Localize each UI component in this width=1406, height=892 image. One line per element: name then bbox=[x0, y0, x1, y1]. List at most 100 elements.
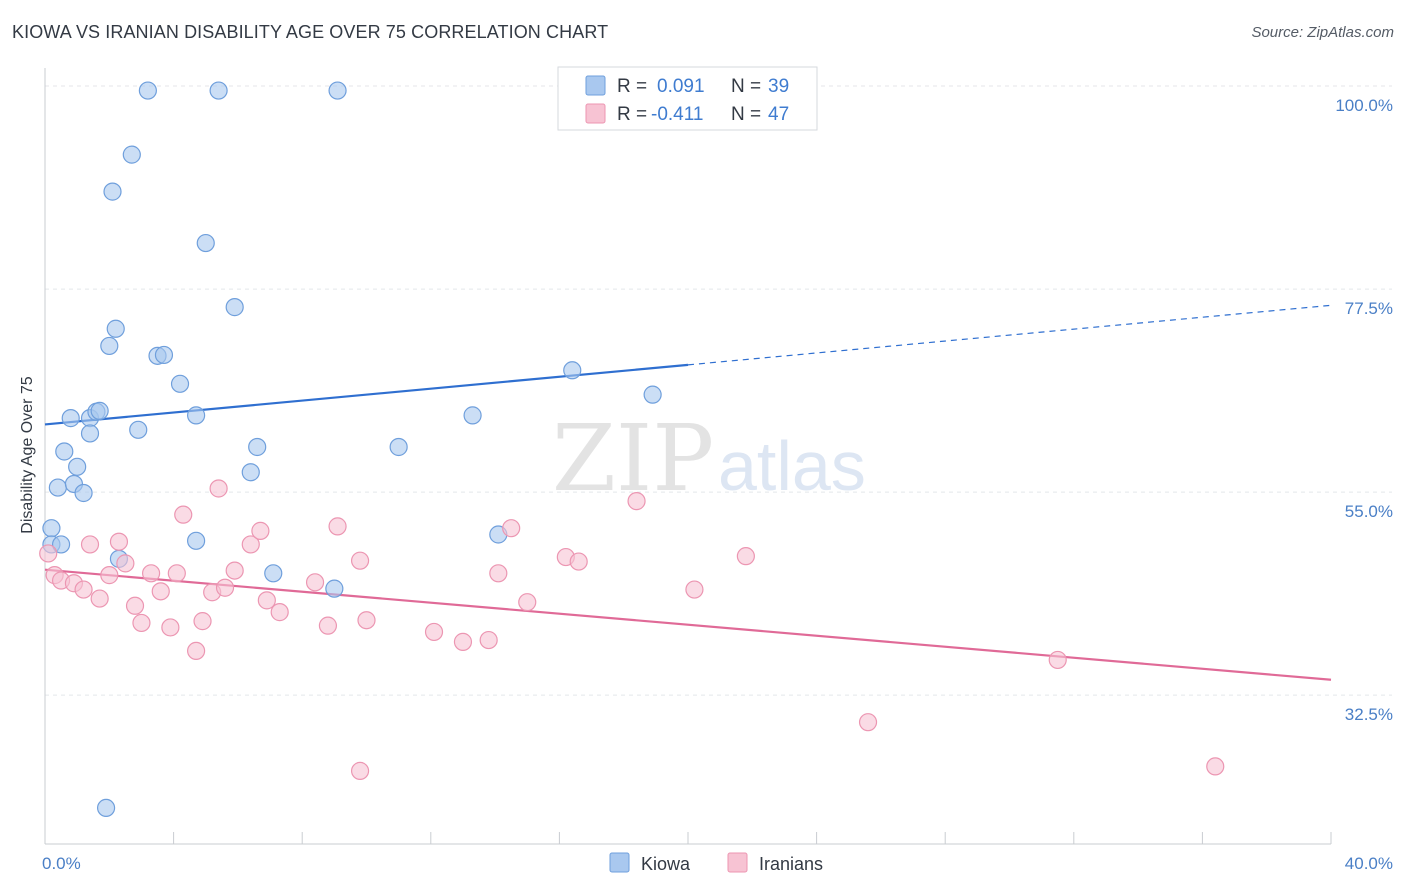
legend-r-label-kiowa: R = bbox=[617, 76, 647, 97]
legend-n-value-iranians: 47 bbox=[768, 104, 789, 125]
x-tick-label-min: 0.0% bbox=[42, 854, 81, 873]
data-point-kiowa bbox=[264, 564, 283, 583]
data-point-kiowa bbox=[187, 531, 206, 550]
series-legend-swatch-iranians bbox=[727, 852, 748, 873]
data-point-iranians bbox=[858, 713, 878, 732]
data-point-iranians bbox=[350, 761, 370, 781]
data-point-iranians bbox=[100, 566, 119, 585]
data-point-kiowa bbox=[129, 420, 148, 439]
data-point-iranians bbox=[328, 517, 347, 536]
legend-n-value-kiowa: 39 bbox=[768, 76, 789, 97]
data-point-iranians bbox=[357, 611, 376, 630]
data-point-kiowa bbox=[563, 361, 582, 380]
data-point-iranians bbox=[167, 564, 186, 583]
legend-r-value-iranians: -0.411 bbox=[651, 104, 703, 125]
data-point-kiowa bbox=[96, 798, 116, 818]
data-point-iranians bbox=[215, 578, 235, 597]
data-point-kiowa bbox=[328, 81, 347, 100]
data-point-kiowa bbox=[51, 535, 71, 554]
y-tick-label: 32.5% bbox=[1345, 705, 1393, 724]
y-tick-labels: 32.5% 55.0% 77.5% 100.0% bbox=[1335, 96, 1393, 724]
data-point-iranians bbox=[257, 591, 276, 610]
data-point-iranians bbox=[132, 613, 151, 633]
data-point-iranians bbox=[350, 551, 370, 570]
data-point-kiowa bbox=[463, 406, 482, 425]
data-point-kiowa bbox=[248, 437, 267, 457]
chart-title: KIOWA VS IRANIAN DISABILITY AGE OVER 75 … bbox=[12, 22, 609, 42]
data-point-iranians bbox=[502, 519, 521, 538]
watermark: ZIP atlas bbox=[552, 405, 866, 512]
data-point-iranians bbox=[318, 616, 338, 635]
legend-r-label-iranians: R = bbox=[617, 104, 647, 125]
data-point-iranians bbox=[270, 603, 289, 622]
series-legend: Kiowa Iranians bbox=[609, 852, 823, 874]
data-point-iranians bbox=[80, 535, 100, 554]
data-point-iranians bbox=[424, 622, 444, 642]
data-point-iranians bbox=[174, 505, 193, 524]
data-point-kiowa bbox=[209, 81, 228, 100]
gridlines bbox=[45, 85, 1392, 696]
data-point-kiowa bbox=[55, 442, 74, 461]
data-point-iranians bbox=[251, 521, 270, 540]
data-point-kiowa bbox=[106, 319, 125, 338]
data-point-iranians bbox=[453, 632, 473, 651]
data-point-iranians bbox=[241, 535, 260, 554]
data-point-iranians bbox=[74, 580, 93, 599]
data-point-iranians bbox=[39, 544, 58, 563]
series-legend-label-kiowa: Kiowa bbox=[641, 854, 691, 874]
data-points bbox=[39, 81, 1225, 818]
legend-n-label-iranians: N = bbox=[731, 104, 761, 125]
trend-lines bbox=[44, 304, 1332, 681]
legend-r-value-kiowa: 0.091 bbox=[657, 76, 705, 97]
data-point-iranians bbox=[161, 618, 180, 637]
data-point-iranians bbox=[209, 479, 228, 498]
data-point-iranians bbox=[1048, 650, 1067, 670]
data-point-iranians bbox=[193, 612, 212, 631]
x-axis-ticks bbox=[44, 832, 1332, 844]
stats-legend: R = 0.091 N = 39 R = -0.411 N = 47 bbox=[557, 66, 818, 131]
data-point-kiowa bbox=[225, 298, 244, 317]
data-point-iranians bbox=[151, 582, 170, 601]
y-tick-label: 77.5% bbox=[1345, 299, 1393, 318]
y-tick-label: 100.0% bbox=[1335, 96, 1393, 115]
data-point-kiowa bbox=[122, 145, 141, 164]
data-point-kiowa bbox=[154, 345, 174, 365]
data-point-kiowa bbox=[196, 233, 215, 253]
series-legend-swatch-kiowa bbox=[609, 852, 630, 873]
data-point-kiowa bbox=[241, 463, 260, 482]
data-point-kiowa bbox=[61, 409, 80, 428]
source-credit: Source: ZipAtlas.com bbox=[1251, 24, 1394, 41]
data-point-kiowa bbox=[325, 579, 344, 598]
x-tick-label-max: 40.0% bbox=[1345, 854, 1393, 873]
data-point-iranians bbox=[187, 641, 206, 661]
data-point-iranians bbox=[125, 596, 145, 615]
data-point-kiowa bbox=[138, 81, 157, 100]
data-point-iranians bbox=[489, 564, 508, 583]
data-point-kiowa bbox=[68, 457, 87, 476]
data-point-iranians bbox=[518, 593, 537, 612]
data-point-iranians bbox=[569, 552, 588, 571]
series-legend-label-iranians: Iranians bbox=[759, 854, 823, 874]
data-point-kiowa bbox=[42, 519, 61, 538]
data-point-iranians bbox=[90, 589, 109, 608]
data-point-kiowa bbox=[74, 483, 93, 503]
data-point-kiowa bbox=[90, 401, 109, 420]
trend-line-kiowa bbox=[44, 363, 689, 426]
watermark-atlas: atlas bbox=[718, 427, 866, 505]
trend-line-iranians bbox=[44, 568, 1332, 681]
legend-swatch-iranians bbox=[585, 103, 606, 124]
data-point-iranians bbox=[116, 554, 135, 573]
data-point-iranians bbox=[627, 492, 646, 511]
data-point-kiowa bbox=[643, 385, 662, 404]
data-point-iranians bbox=[305, 573, 325, 592]
x-tick-labels: 0.0% 40.0% bbox=[42, 854, 1393, 873]
y-tick-label: 55.0% bbox=[1345, 502, 1393, 521]
legend-n-label-kiowa: N = bbox=[731, 76, 761, 97]
data-point-kiowa bbox=[48, 478, 67, 497]
data-point-iranians bbox=[479, 630, 498, 650]
data-point-kiowa bbox=[103, 182, 122, 201]
trend-line-extension bbox=[687, 304, 1332, 366]
data-point-kiowa bbox=[80, 424, 100, 443]
data-point-iranians bbox=[685, 580, 704, 599]
